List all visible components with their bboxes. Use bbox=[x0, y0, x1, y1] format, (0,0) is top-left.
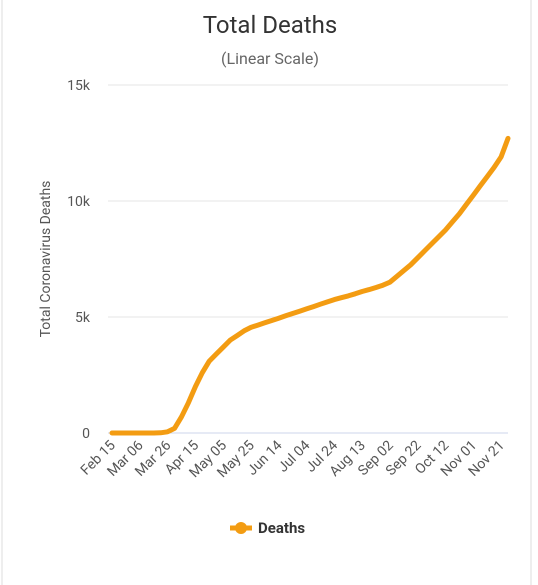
y-axis-title: Total Coronavirus Deaths bbox=[38, 181, 54, 338]
y-tick-label: 10k bbox=[67, 194, 91, 210]
y-tick-label: 5k bbox=[75, 310, 91, 326]
data-line bbox=[109, 135, 511, 436]
chart-title: Total Deaths bbox=[203, 11, 338, 39]
legend-marker bbox=[235, 522, 247, 534]
legend-label: Deaths bbox=[258, 519, 305, 537]
chart-subtitle: (Linear Scale) bbox=[221, 49, 319, 68]
y-tick-label: 0 bbox=[82, 426, 90, 442]
y-tick-label: 15k bbox=[67, 78, 91, 94]
